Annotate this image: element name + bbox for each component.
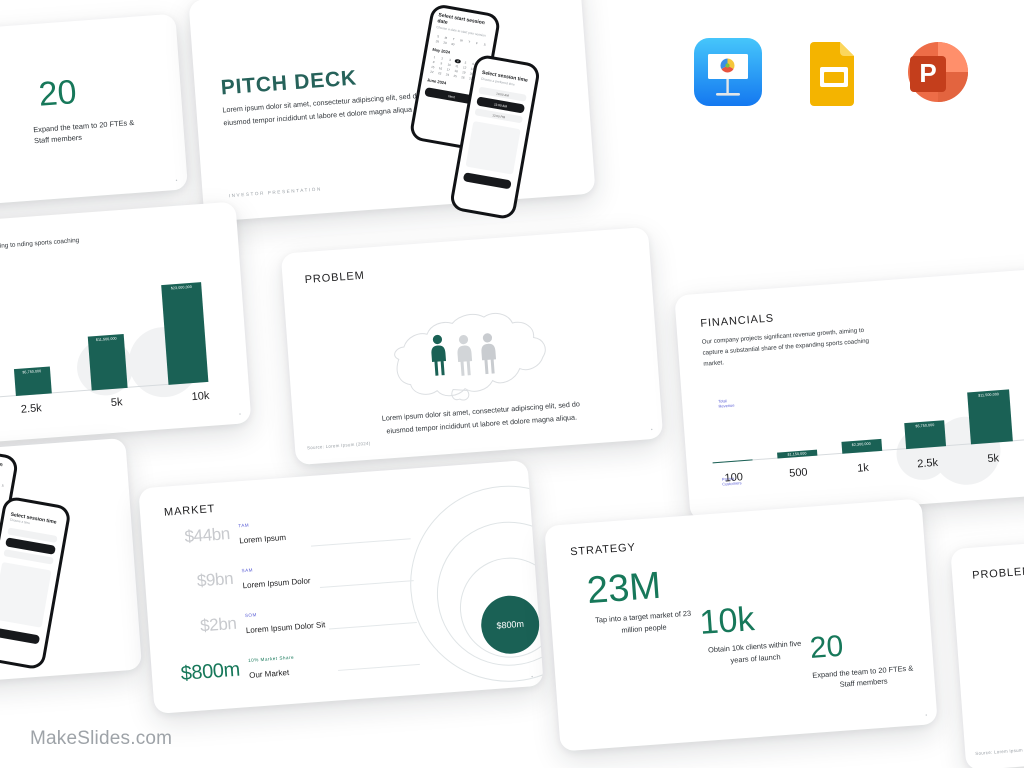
x-axis-label: 100 — [724, 471, 744, 485]
bar — [712, 459, 753, 464]
bar-value-label: $11,500,000 — [95, 336, 117, 343]
powerpoint-letter: P — [919, 58, 936, 88]
bar-column: $11,500,000 — [967, 389, 1014, 445]
google-slides-icon[interactable] — [800, 38, 868, 106]
microsoft-powerpoint-icon[interactable]: P — [902, 38, 970, 106]
market-leader-lines — [310, 538, 420, 671]
x-axis-label: 10k — [191, 389, 210, 404]
person-icon-muted — [457, 335, 473, 376]
strategy-stat-caption-2: Obtain 10k clients within five years of … — [707, 638, 802, 665]
x-axis-label: 1k — [856, 461, 870, 475]
slide-page-number: • — [531, 674, 534, 681]
strategy-stat-number: 20 — [37, 73, 78, 114]
problem-source: Source: Lorem Ipsum (2024) — [975, 746, 1024, 756]
market-label: Lorem Ipsum Dolor Sit — [245, 620, 326, 636]
market-row: $9bn SAM Lorem Ipsum Dolor — [161, 562, 323, 599]
phone-screen-title: Select start session date — [0, 454, 4, 469]
pitch-deck-kicker: INVESTOR PRESENTATION — [228, 186, 323, 199]
slide-pitch-deck[interactable]: PITCH DECK Lorem ipsum dolor sit amet, c… — [188, 0, 596, 223]
market-tag: 10% Market Share — [247, 654, 295, 663]
market-tag: SOM — [244, 612, 257, 619]
phone-placeholder-block — [465, 121, 521, 175]
bar: $11,500,000 — [967, 389, 1014, 445]
market-row-highlight: $800m 10% Market Share Our Market — [167, 652, 329, 689]
market-row: $2bn SOM Lorem Ipsum Dolor Sit — [164, 607, 326, 644]
bar: $5,750,000 — [13, 366, 52, 397]
bar-column: $5,750,000 — [13, 366, 52, 397]
slide-strategy-topleft[interactable]: k s within nch 20 Expand the team to 20 … — [0, 13, 189, 211]
market-label: Lorem Ipsum — [239, 532, 287, 546]
bar-column: $1,150,000 — [776, 449, 818, 459]
bar-value-label: $2,300,000 — [851, 441, 871, 448]
slide-page-number: • — [650, 427, 653, 434]
bar-value-label: $5,750,000 — [915, 422, 935, 429]
bar-column: $5,750,000 — [904, 420, 947, 450]
apple-keynote-icon[interactable] — [694, 38, 762, 106]
phone-confirm-button[interactable] — [462, 172, 512, 190]
strategy-stat-caption-3: Expand the team to 20 FTEs & Staff membe… — [811, 663, 914, 689]
slide-financials-right[interactable]: FINANCIALS Our company projects signific… — [674, 264, 1024, 522]
slide-page-number: • — [238, 411, 242, 418]
problem-title: PROBLEM — [971, 565, 1024, 582]
phone-placeholder-block — [0, 561, 52, 628]
slide-page-number: • — [175, 177, 178, 185]
problem-title: PROBLEM — [304, 269, 366, 287]
market-value: $2bn — [199, 613, 238, 636]
slide-financials-left[interactable]: ue growth, aiming to nding sports coachi… — [0, 201, 252, 457]
bar-value-label: $1,150,000 — [787, 451, 807, 457]
bar: $11,500,000 — [88, 333, 128, 391]
market-label: Lorem Ipsum Dolor — [242, 576, 311, 591]
market-label: Our Market — [248, 668, 290, 680]
strategy-stat-number-3: 20 — [808, 629, 845, 665]
slide-problem-center[interactable]: PROBLEM Lorem ipsum dolor sit amet, cons… — [280, 226, 664, 466]
strategy-stat-number-2: 10k — [698, 600, 756, 642]
market-tag: TAM — [238, 522, 250, 529]
slide-page-number: • — [925, 712, 928, 719]
market-row: $44bn TAM Lorem Ipsum — [157, 518, 319, 555]
person-icon-highlighted — [431, 334, 447, 376]
bar-value-label: $11,500,000 — [978, 392, 1000, 398]
site-watermark: MakeSlides.com — [30, 728, 173, 749]
strategy-title: STRATEGY — [569, 541, 637, 559]
bar-value-label: $23,000,000 — [170, 284, 193, 291]
phone-confirm-button[interactable] — [0, 626, 41, 645]
bar-column: $23,000,000 — [161, 282, 209, 385]
slide-strategy[interactable]: STRATEGY 23M Tap into a target market of… — [544, 498, 938, 752]
bar-column — [712, 459, 753, 464]
problem-source: Source: Lorem Ipsum (2024) — [306, 440, 371, 451]
bar: $5,750,000 — [904, 420, 947, 450]
market-value: $44bn — [183, 524, 231, 547]
map-outline — [394, 312, 546, 401]
bar-value-label: $5,750,000 — [22, 369, 42, 375]
financials-body-cut: ue growth, aiming to nding sports coachi… — [0, 236, 80, 253]
market-value: $9bn — [196, 568, 234, 591]
strategy-stat-caption-1: Tap into a target market of 23 million p… — [594, 608, 692, 635]
bar: $2,300,000 — [841, 438, 882, 454]
x-axis-label: 5k — [110, 396, 123, 410]
financials-title: FINANCIALS — [699, 312, 775, 330]
strategy-stat-caption: Expand the team to 20 FTEs & Staff membe… — [32, 117, 135, 146]
person-icon-muted — [481, 333, 497, 375]
slide-market[interactable]: MARKET $800m $44bn TAM Lorem Ipsum $9bn … — [138, 460, 544, 714]
bar-column: $11,500,000 — [88, 333, 128, 391]
financials-chart-left: $2,300,000 $5,750,000 $11,500,000 $23,00… — [0, 274, 209, 402]
strategy-stat-number-1: 23M — [585, 564, 663, 613]
x-axis-label: 2.5k — [20, 402, 43, 416]
x-axis-label: 500 — [788, 466, 808, 480]
market-value: $800m — [179, 658, 241, 685]
slide-problem-right[interactable]: PROBLEM Source: Lorem Ipsum (2024) — [950, 527, 1024, 768]
bar: $1,150,000 — [776, 449, 818, 459]
bar-column: $2,300,000 — [841, 438, 882, 454]
market-title: MARKET — [163, 503, 216, 519]
x-axis-label: 5k — [987, 452, 1000, 466]
market-tag: SAM — [241, 567, 254, 574]
bar: $23,000,000 — [161, 282, 209, 385]
